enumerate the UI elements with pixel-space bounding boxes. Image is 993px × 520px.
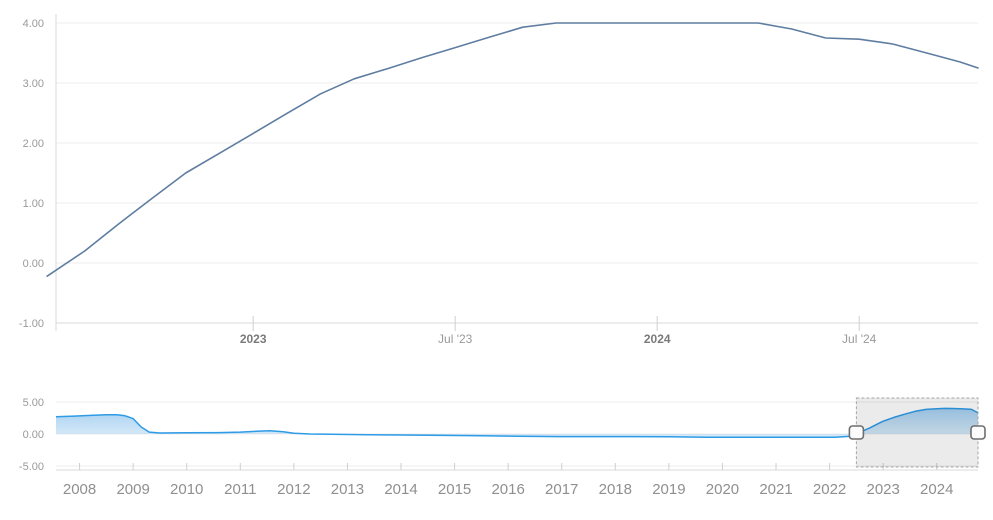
x-axis-label: 2020 — [706, 481, 739, 498]
y-axis-label: -1.00 — [19, 318, 44, 330]
x-axis-label: 2023 — [866, 481, 899, 498]
navigator-selection[interactable] — [856, 398, 978, 467]
x-axis-label: 2012 — [277, 481, 310, 498]
x-axis-label: 2010 — [170, 481, 203, 498]
y-axis-label: 4.00 — [23, 18, 44, 30]
navigator-handle-right[interactable] — [970, 425, 986, 440]
navigator-panel: 5.00 0.00 -5.00 2008 2009 2010 2011 2012 2013 201… — [19, 397, 986, 498]
main-panel: 4.00 3.00 2.00 1.00 0.00 -1.00 2023 Jul '23 2024… — [19, 14, 979, 346]
x-axis-label: 2024 — [920, 481, 953, 498]
y-axis-label: -5.00 — [19, 461, 44, 473]
x-axis-label: 2021 — [759, 481, 792, 498]
x-axis-label: Jul '24 — [842, 332, 877, 346]
main-plot-area[interactable] — [56, 14, 978, 323]
navigator-track[interactable] — [56, 398, 978, 470]
x-axis-label: 2017 — [545, 481, 578, 498]
x-axis-label: Jul '23 — [438, 332, 473, 346]
x-axis-label: 2015 — [438, 481, 471, 498]
y-axis-label: 1.00 — [23, 198, 44, 210]
y-axis-label: 3.00 — [23, 78, 44, 90]
x-axis-label: 2013 — [331, 481, 364, 498]
x-axis-label: 2019 — [652, 481, 685, 498]
navigator-line-series — [55, 407, 979, 438]
y-axis-label: 0.00 — [23, 258, 44, 270]
x-axis-label: 2011 — [224, 481, 256, 498]
y-axis-label: 2.00 — [23, 138, 44, 150]
x-axis-label: 2022 — [813, 481, 846, 498]
x-axis-label: 2024 — [644, 332, 671, 346]
y-axis-label: 5.00 — [23, 397, 44, 409]
x-axis-label: 2009 — [116, 481, 149, 498]
x-axis-label: 2016 — [491, 481, 524, 498]
x-axis-label: 2014 — [384, 481, 417, 498]
x-axis-label: 2018 — [599, 481, 632, 498]
navigator-handle-left[interactable] — [848, 425, 865, 440]
y-axis-label: 0.00 — [23, 429, 44, 441]
x-axis-label: 2008 — [63, 481, 96, 498]
x-axis-label: 2023 — [240, 332, 267, 346]
rate-line-series — [46, 22, 979, 277]
